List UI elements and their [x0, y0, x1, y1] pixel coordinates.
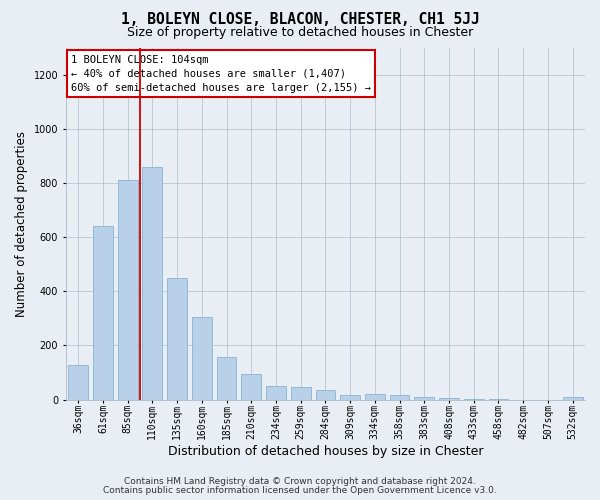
Bar	[142, 167, 162, 400]
X-axis label: Distribution of detached houses by size in Chester: Distribution of detached houses by size …	[167, 444, 483, 458]
Bar	[118, 180, 137, 400]
Bar	[340, 396, 360, 400]
Bar	[291, 387, 311, 400]
Bar	[439, 398, 459, 400]
Text: Size of property relative to detached houses in Chester: Size of property relative to detached ho…	[127, 26, 473, 39]
Bar	[192, 317, 212, 400]
Bar	[68, 365, 88, 400]
Text: 1 BOLEYN CLOSE: 104sqm
← 40% of detached houses are smaller (1,407)
60% of semi-: 1 BOLEYN CLOSE: 104sqm ← 40% of detached…	[71, 54, 371, 92]
Bar	[217, 356, 236, 400]
Bar	[464, 398, 484, 400]
Bar	[266, 386, 286, 400]
Bar	[488, 398, 508, 400]
Text: Contains public sector information licensed under the Open Government Licence v3: Contains public sector information licen…	[103, 486, 497, 495]
Bar	[563, 397, 583, 400]
Bar	[167, 278, 187, 400]
Y-axis label: Number of detached properties: Number of detached properties	[15, 130, 28, 316]
Bar	[316, 390, 335, 400]
Bar	[241, 374, 261, 400]
Bar	[93, 226, 113, 400]
Bar	[415, 397, 434, 400]
Bar	[365, 394, 385, 400]
Bar	[389, 395, 409, 400]
Text: 1, BOLEYN CLOSE, BLACON, CHESTER, CH1 5JJ: 1, BOLEYN CLOSE, BLACON, CHESTER, CH1 5J…	[121, 12, 479, 28]
Text: Contains HM Land Registry data © Crown copyright and database right 2024.: Contains HM Land Registry data © Crown c…	[124, 477, 476, 486]
